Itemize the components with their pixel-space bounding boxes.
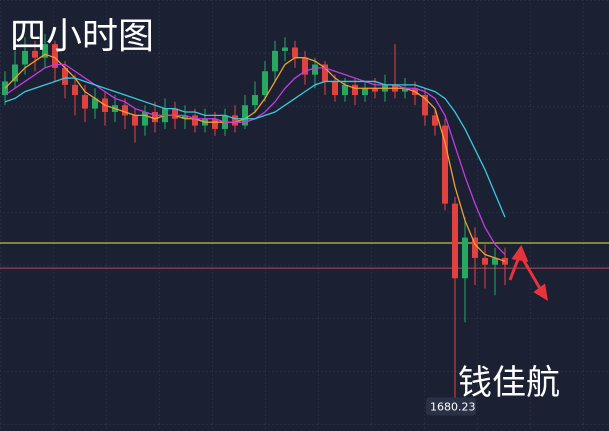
candle-body [122, 105, 128, 116]
moving-average [4, 77, 506, 218]
arrows [508, 244, 549, 301]
candle-body [272, 50, 278, 72]
plot [0, 33, 609, 408]
candle-body [372, 88, 378, 92]
candle-body [82, 95, 88, 109]
candle-body [282, 47, 288, 51]
candle-body [462, 237, 468, 279]
candle-body [302, 57, 308, 75]
moving-average [4, 53, 506, 262]
candle-body [242, 105, 248, 126]
candle-body [332, 81, 338, 96]
candle-body [252, 95, 258, 106]
candle-body [262, 71, 268, 96]
candle-body [352, 84, 358, 96]
candle-body [342, 84, 348, 96]
arrow-head-down [533, 283, 549, 301]
candle-body [12, 64, 18, 82]
candle-body [92, 98, 98, 109]
candle-body [152, 111, 158, 123]
candle-body [182, 115, 188, 119]
candle-body [362, 88, 368, 96]
candle-body [442, 125, 448, 204]
candle-body [132, 115, 138, 126]
candle-body [72, 84, 78, 96]
candle-body [172, 108, 178, 119]
candle-body [42, 44, 48, 58]
candle-body [32, 50, 38, 58]
arrow-head-up [511, 244, 529, 262]
candle-body [232, 115, 238, 126]
price-label-box [426, 397, 476, 416]
candle-body [52, 44, 58, 68]
candle-body [212, 118, 218, 129]
candle-body [422, 95, 428, 116]
price-label: 1680.23 [430, 400, 476, 413]
candle-body [142, 111, 148, 126]
candle-body [192, 115, 198, 126]
candle-body [22, 50, 28, 65]
candle-body [482, 257, 488, 265]
candle-body [452, 203, 458, 279]
candle-body [312, 64, 318, 75]
chart-title: 四小时图 [10, 16, 154, 57]
candle-body [292, 47, 298, 58]
candle-body [432, 115, 438, 126]
candle-body [402, 88, 408, 92]
author: 钱佳航 [458, 363, 560, 403]
candle-body [62, 67, 68, 85]
candle-body [322, 64, 328, 82]
candle-body [492, 257, 498, 265]
candle-body [472, 237, 478, 258]
